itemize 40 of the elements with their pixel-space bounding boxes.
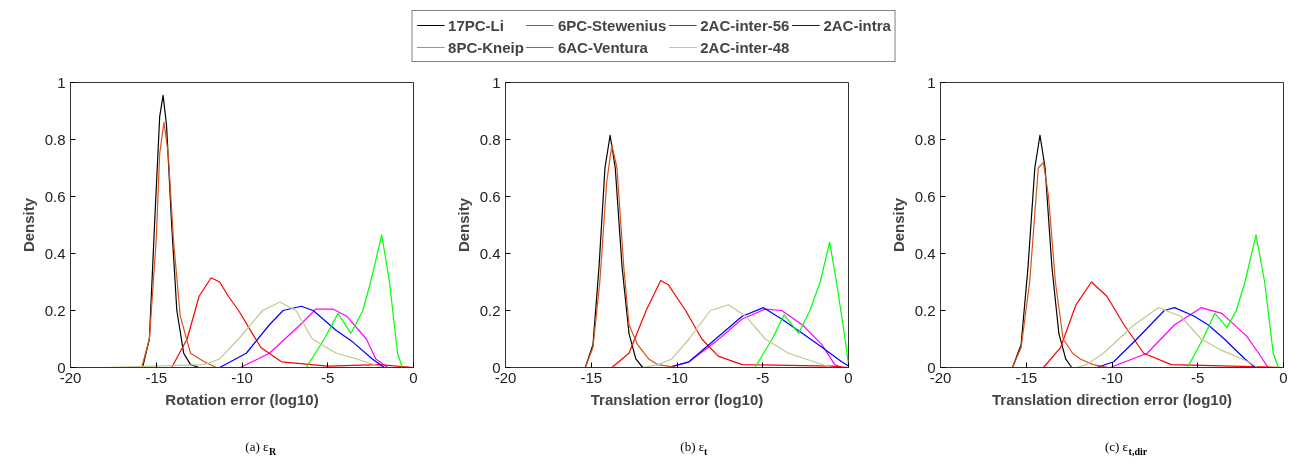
y-axis-title: Density bbox=[889, 197, 907, 253]
legend-label: 17PC-Li bbox=[448, 16, 504, 34]
y-tick-label: 0.6 bbox=[44, 187, 66, 205]
y-axis-title: Density bbox=[454, 197, 472, 253]
y-tick-label: 0.8 bbox=[914, 130, 936, 148]
x-tick-label: -10 bbox=[1101, 368, 1123, 386]
x-tick-label: -5 bbox=[756, 368, 770, 386]
x-tick-label: -15 bbox=[1015, 368, 1038, 386]
y-axis-title: Density bbox=[19, 197, 37, 253]
y-tick-label: 0.2 bbox=[479, 301, 501, 319]
y-tick-label: 0.2 bbox=[44, 301, 66, 319]
y-tick-label: 1 bbox=[927, 73, 936, 91]
y-tick-label: 0.8 bbox=[479, 130, 501, 148]
y-tick-label: 0.4 bbox=[479, 244, 501, 262]
legend-label: 8PC-Kneip bbox=[448, 38, 524, 56]
x-axis-title: Rotation error (log10) bbox=[165, 390, 319, 408]
x-axis-title: Translation direction error (log10) bbox=[991, 390, 1233, 408]
y-tick-label: 0.6 bbox=[914, 187, 936, 205]
x-tick-label: -15 bbox=[580, 368, 603, 386]
x-tick-label: -10 bbox=[666, 368, 688, 386]
legend-label: 6PC-Stewenius bbox=[557, 16, 667, 34]
y-tick-label: 0.6 bbox=[479, 187, 501, 205]
x-tick-label: -15 bbox=[145, 368, 168, 386]
y-tick-label: 0.8 bbox=[44, 130, 66, 148]
y-tick-label: 1 bbox=[492, 73, 501, 91]
legend-label: 2AC-inter-48 bbox=[700, 38, 790, 56]
x-tick-label: -5 bbox=[1191, 368, 1205, 386]
x-tick-label: -10 bbox=[231, 368, 253, 386]
x-tick-label: 0 bbox=[1279, 368, 1288, 386]
y-tick-label: 0.4 bbox=[44, 244, 66, 262]
x-tick-label: 0 bbox=[409, 368, 418, 386]
legend-label: 2AC-intra bbox=[823, 16, 891, 34]
y-tick-label: 0.4 bbox=[914, 244, 936, 262]
x-axis-title: Translation error (log10) bbox=[590, 390, 764, 408]
y-tick-label: 0.2 bbox=[914, 301, 936, 319]
y-tick-label: 1 bbox=[57, 73, 66, 91]
legend-label: 2AC-inter-56 bbox=[700, 16, 790, 34]
legend-label: 6AC-Ventura bbox=[557, 38, 648, 56]
x-tick-label: -5 bbox=[321, 368, 335, 386]
x-tick-label: 0 bbox=[844, 368, 853, 386]
